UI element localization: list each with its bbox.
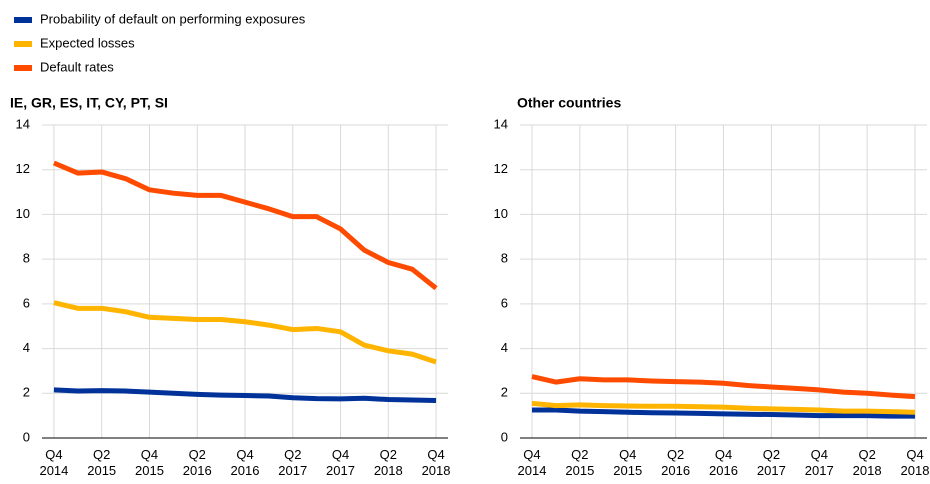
- x-tick-label: Q2 2018: [373, 447, 403, 478]
- legend-swatch: [14, 17, 32, 23]
- x-tick-label: Q4 2016: [709, 447, 738, 478]
- legend-swatch: [14, 41, 32, 47]
- legend-label: Default rates: [40, 59, 114, 74]
- y-tick-label: 6: [501, 295, 508, 310]
- x-tick-label: Q4 2015: [135, 447, 164, 478]
- series-line: [531, 400, 916, 415]
- y-tick-label: 12: [16, 161, 30, 176]
- y-tick-label: 12: [494, 161, 508, 176]
- x-tick-label: Q4 2015: [613, 447, 643, 478]
- x-tick-label: Q4 2014: [517, 447, 547, 478]
- legend-swatch: [14, 65, 32, 71]
- y-tick-label: 0: [501, 429, 508, 444]
- x-tick-label: Q2 2017: [756, 447, 786, 478]
- x-tick-label: Q2 2018: [852, 447, 882, 478]
- y-tick-label: 4: [23, 340, 30, 355]
- series-line: [53, 387, 437, 403]
- x-tick-label: Q2 2016: [661, 447, 691, 478]
- y-tick-label: 10: [494, 206, 508, 221]
- series-line: [531, 407, 916, 419]
- x-tick-label: Q4 2016: [230, 447, 260, 478]
- y-tick-label: 14: [494, 116, 508, 131]
- y-tick-label: 8: [501, 251, 508, 266]
- x-tick-label: Q2 2016: [182, 447, 212, 478]
- y-tick-label: 2: [501, 385, 508, 400]
- y-tick-label: 14: [16, 116, 30, 131]
- y-tick-label: 8: [23, 251, 30, 266]
- x-tick-label: Q4 2017: [804, 447, 834, 478]
- series-line: [531, 374, 916, 400]
- y-tick-label: 4: [501, 340, 508, 355]
- y-tick-label: 10: [16, 206, 30, 221]
- y-tick-label: 2: [23, 385, 30, 400]
- legend-label: Expected losses: [40, 35, 135, 50]
- x-tick-label: Q4 2018: [900, 447, 930, 478]
- series-line: [52, 160, 438, 291]
- chart-title: Other countries: [517, 95, 621, 111]
- x-tick-label: Q4 2017: [326, 447, 355, 478]
- x-tick-label: Q4 2014: [39, 447, 69, 478]
- x-tick-label: Q2 2015: [87, 447, 117, 478]
- legend-label: Probability of default on performing exp…: [40, 11, 306, 26]
- x-tick-label: Q4 2018: [421, 447, 451, 478]
- y-tick-label: 0: [23, 429, 30, 444]
- x-tick-label: Q2 2017: [278, 447, 308, 478]
- series-line: [53, 300, 437, 365]
- y-tick-label: 6: [23, 295, 30, 310]
- x-tick-label: Q2 2015: [565, 447, 595, 478]
- chart-title: IE, GR, ES, IT, CY, PT, SI: [10, 95, 168, 111]
